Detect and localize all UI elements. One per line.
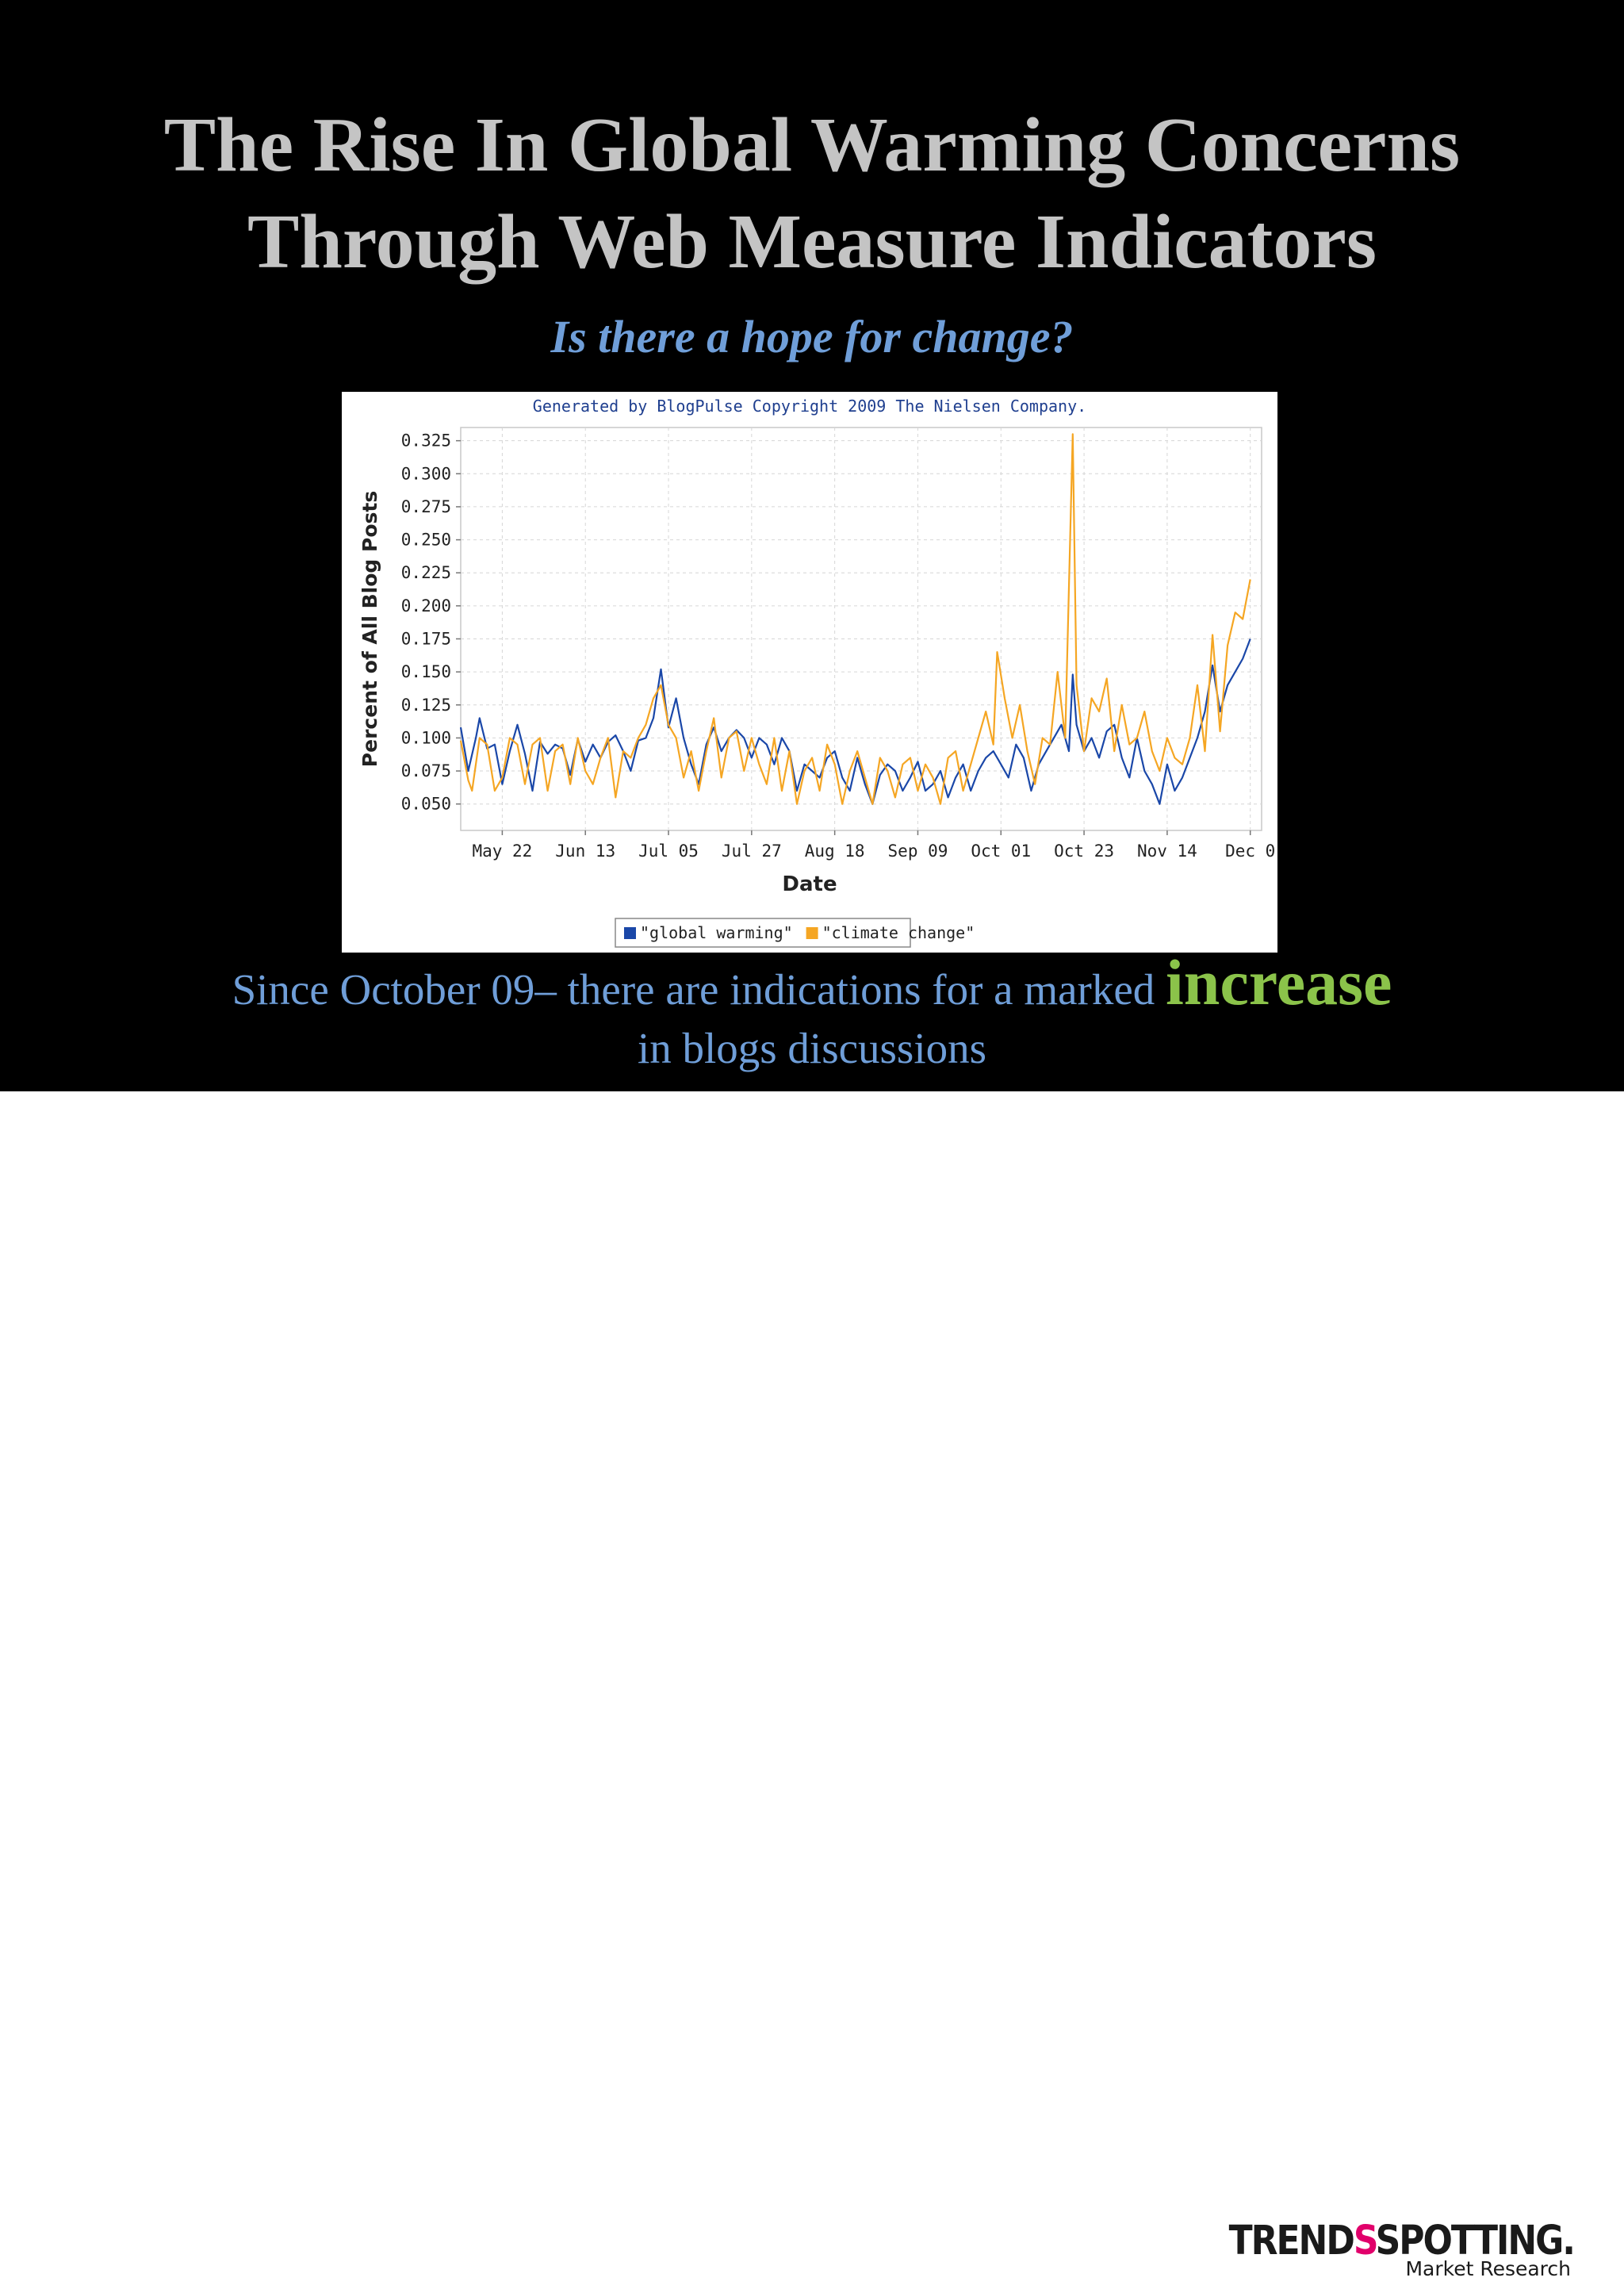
- x-tick-label: Oct 23: [1054, 842, 1114, 861]
- chart-panel: Generated by BlogPulse Copyright 2009 Th…: [342, 392, 1277, 953]
- x-axis-label: Date: [782, 872, 837, 896]
- y-tick-label: 0.225: [401, 563, 451, 582]
- legend-box: [615, 918, 911, 948]
- x-tick-label: Nov 14: [1137, 842, 1197, 861]
- legend-swatch: [624, 927, 636, 939]
- legend-label: "climate change": [822, 923, 975, 942]
- caption-highlight: increase: [1166, 946, 1392, 1018]
- logo-tagline: Market Research: [1405, 2257, 1571, 2280]
- y-tick-label: 0.200: [401, 596, 451, 615]
- y-tick-label: 0.125: [401, 696, 451, 715]
- title-line-2: Through Web Measure Indicators: [247, 199, 1377, 285]
- logo-word-part-1: TREND: [1228, 2218, 1355, 2264]
- line-chart: Generated by BlogPulse Copyright 2009 Th…: [358, 397, 1275, 948]
- slide-subtitle: Is there a hope for change?: [550, 311, 1074, 362]
- x-tick-label: Oct 01: [971, 842, 1031, 861]
- series-line-climate-change: [459, 433, 1251, 805]
- y-tick-label: 0.325: [401, 431, 451, 451]
- y-tick-label: 0.250: [401, 531, 451, 550]
- y-tick-label: 0.050: [401, 795, 451, 814]
- x-tick-label: Jul 05: [638, 842, 699, 861]
- slide-title: The Rise In Global Warming Concerns Thro…: [0, 97, 1624, 290]
- x-tick-label: Sep 09: [888, 842, 948, 861]
- legend-swatch: [806, 927, 818, 939]
- footer: TRENDSSPOTTING. Market Research: [0, 1091, 1624, 2280]
- x-tick-label: Dec 0: [1225, 842, 1275, 861]
- y-tick-label: 0.150: [401, 662, 451, 681]
- caption-line-1: Since October 09– there are indications …: [0, 950, 1624, 1019]
- x-tick-label: Jun 13: [555, 842, 615, 861]
- x-tick-label: May 22: [472, 842, 532, 861]
- x-tick-label: Aug 18: [805, 842, 865, 861]
- x-tick-label: Jul 27: [722, 842, 782, 861]
- caption-line-2: in blogs discussions: [637, 1024, 987, 1072]
- legend-label: "global warming": [640, 923, 793, 942]
- trendspotting-logo: TRENDSSPOTTING. Market Research: [1229, 2218, 1576, 2289]
- y-tick-label: 0.100: [401, 728, 451, 747]
- y-tick-label: 0.075: [401, 761, 451, 780]
- title-line-1: The Rise In Global Warming Concerns: [163, 102, 1461, 188]
- y-axis-label: Percent of All Blog Posts: [358, 491, 381, 767]
- y-tick-label: 0.175: [401, 629, 451, 648]
- y-tick-label: 0.300: [401, 464, 451, 483]
- caption-text: Since October 09– there are indications …: [232, 965, 1166, 1014]
- slide-background: The Rise In Global Warming Concerns Thro…: [0, 0, 1624, 1091]
- logo-mark: S: [1353, 2218, 1377, 2264]
- slide-caption: Since October 09– there are indications …: [0, 950, 1624, 1078]
- chart-title: Generated by BlogPulse Copyright 2009 Th…: [533, 397, 1086, 416]
- y-tick-label: 0.275: [401, 497, 451, 516]
